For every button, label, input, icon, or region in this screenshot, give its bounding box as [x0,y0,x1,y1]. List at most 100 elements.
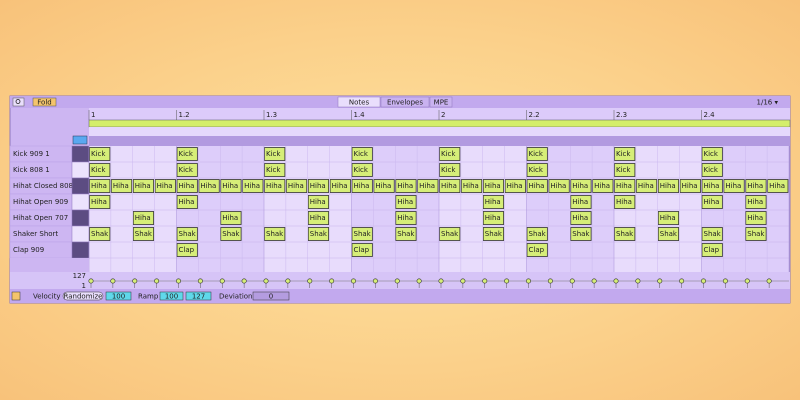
velocity-handle[interactable] [525,278,531,284]
note[interactable] [482,227,505,241]
note[interactable] [395,195,417,209]
note[interactable] [395,211,417,225]
velocity-handle[interactable] [263,278,269,284]
velocity-handle[interactable] [154,278,160,284]
note[interactable] [220,211,242,225]
note[interactable] [745,179,767,193]
note[interactable] [745,211,767,225]
tab[interactable] [380,96,430,108]
note[interactable] [482,211,505,225]
note[interactable] [526,227,548,241]
tab[interactable] [337,96,381,108]
note[interactable] [329,179,351,193]
note[interactable] [176,179,198,193]
note[interactable] [395,227,417,241]
note[interactable] [176,163,198,177]
velocity-handle[interactable] [460,278,466,284]
note[interactable] [701,227,723,241]
tab[interactable] [429,96,453,108]
note[interactable] [439,179,461,193]
velocity-handle[interactable] [482,278,488,284]
note[interactable] [614,163,636,177]
note[interactable] [132,211,155,225]
note[interactable] [504,179,526,193]
grid-setting[interactable]: 1/16 ▾ [757,98,779,106]
note[interactable] [176,243,198,257]
note[interactable] [701,147,723,161]
note[interactable] [614,179,636,193]
key[interactable] [71,225,90,243]
velocity-handle[interactable] [547,278,553,284]
note[interactable] [548,179,570,193]
key[interactable] [71,177,90,195]
note[interactable] [570,227,592,241]
note[interactable] [417,179,439,193]
velocity-handle[interactable] [350,278,356,284]
note[interactable] [635,179,658,193]
note[interactable] [264,147,286,161]
note[interactable] [198,179,220,193]
note[interactable] [657,179,680,193]
note[interactable] [307,227,330,241]
note[interactable] [264,179,286,193]
velocity-handle[interactable] [744,278,750,284]
velocity-handle[interactable] [438,278,444,284]
velocity-handle[interactable] [679,278,685,284]
note[interactable] [176,227,198,241]
key[interactable] [71,145,90,163]
note[interactable] [307,179,330,193]
note[interactable] [439,163,461,177]
note[interactable] [154,179,176,193]
note[interactable] [767,179,789,193]
randomize-button[interactable] [62,291,104,301]
note[interactable] [351,147,373,161]
note[interactable] [307,195,330,209]
note[interactable] [657,211,680,225]
note[interactable] [701,243,723,257]
note[interactable] [657,227,680,241]
fold-button[interactable] [32,97,57,107]
note[interactable] [614,147,636,161]
preview-button[interactable] [72,135,88,145]
note[interactable] [614,195,636,209]
note[interactable] [110,179,133,193]
note[interactable] [701,195,723,209]
velocity-handle[interactable] [219,278,225,284]
note[interactable] [132,179,155,193]
velocity-handle[interactable] [110,278,116,284]
velocity-handle[interactable] [657,278,663,284]
key[interactable] [71,193,90,211]
velocity-handle[interactable] [766,278,772,284]
key[interactable] [71,241,90,259]
note[interactable] [526,243,548,257]
note[interactable] [526,179,548,193]
note[interactable] [373,179,395,193]
note[interactable] [89,227,111,241]
note[interactable] [264,163,286,177]
note[interactable] [679,179,701,193]
velocity-handle[interactable] [176,278,182,284]
note[interactable] [89,179,111,193]
note[interactable] [176,195,198,209]
note[interactable] [176,147,198,161]
velocity-handle[interactable] [372,278,378,284]
note[interactable] [614,227,636,241]
velocity-handle[interactable] [241,278,247,284]
random-amount[interactable] [105,291,132,301]
note[interactable] [460,179,483,193]
velocity-handle[interactable] [635,278,641,284]
velocity-handle[interactable] [591,278,597,284]
velocity-handle[interactable] [88,278,94,284]
velocity-handle[interactable] [722,278,728,284]
ramp-start[interactable] [159,291,184,301]
note[interactable] [482,179,505,193]
note[interactable] [701,163,723,177]
velocity-handle[interactable] [700,278,706,284]
note[interactable] [570,179,592,193]
note[interactable] [745,227,767,241]
note[interactable] [745,195,767,209]
note[interactable] [570,195,592,209]
note[interactable] [285,179,308,193]
footer-toggle[interactable] [11,291,21,301]
note[interactable] [439,227,461,241]
